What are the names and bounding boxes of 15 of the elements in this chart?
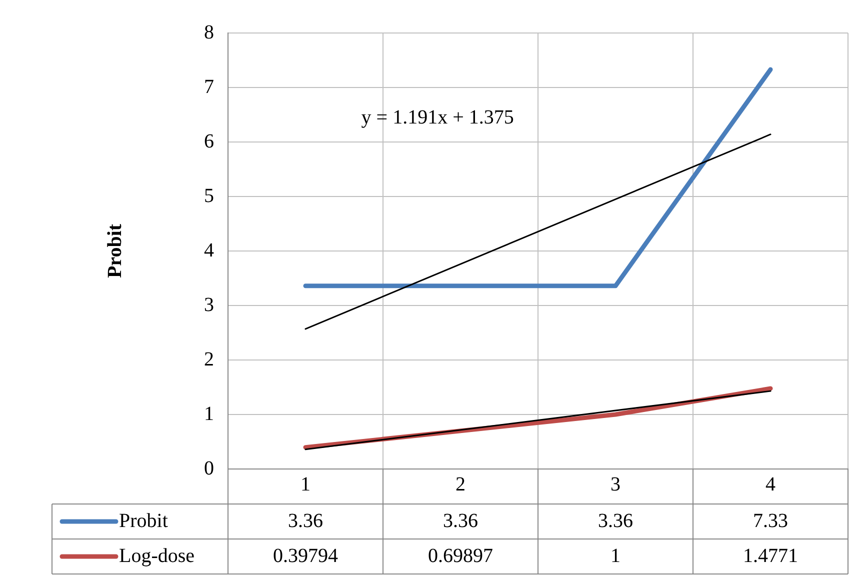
x-tick-label: 3 — [610, 473, 620, 496]
annotation: y = 1.191x + 1.375 — [361, 106, 514, 128]
x-tick-label: 1 — [300, 473, 310, 496]
y-tick-label: 8 — [204, 21, 214, 44]
x-tick-label: 4 — [766, 473, 776, 496]
y-tick-label: 1 — [204, 402, 214, 425]
y-tick-label: 2 — [204, 348, 214, 370]
x-tick-label: 2 — [456, 473, 466, 496]
y-tick-label: 3 — [204, 294, 214, 316]
y-tick-label: 7 — [204, 76, 214, 98]
y-tick-label: 0 — [204, 457, 214, 480]
y-tick-label: 4 — [204, 239, 214, 262]
y-tick-label: 6 — [204, 130, 214, 152]
y-axis-title: Probit — [104, 224, 126, 278]
y-tick-label: 5 — [204, 184, 214, 207]
